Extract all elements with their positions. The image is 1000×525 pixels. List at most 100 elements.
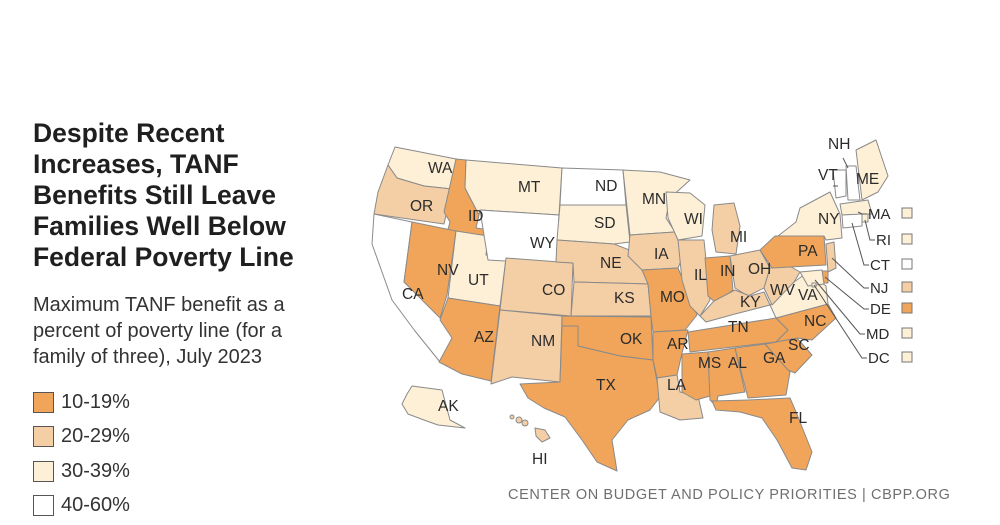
state-label-pa: PA — [798, 243, 818, 260]
state-label-me: ME — [856, 171, 879, 188]
state-label-ma: MA — [868, 206, 891, 223]
state-label-il: IL — [694, 267, 707, 284]
state-label-az: AZ — [474, 329, 494, 346]
small-state-md: MD — [814, 279, 913, 343]
state-label-nj: NJ — [870, 280, 888, 297]
legend-label: 10-19% — [61, 390, 130, 413]
leader-line — [864, 219, 875, 241]
state-label-vt: VT — [818, 167, 838, 184]
leader-line — [851, 222, 869, 266]
state-label-nh: NH — [828, 136, 850, 153]
state-label-wa: WA — [428, 160, 453, 177]
leader-line — [814, 279, 865, 335]
state-label-ia: IA — [654, 246, 669, 263]
state-nv — [403, 221, 457, 319]
state-nh — [845, 165, 861, 201]
state-label-ca: CA — [402, 286, 424, 303]
state-label-al: AL — [728, 355, 747, 372]
state-label-nc: NC — [804, 313, 826, 330]
legend-swatch — [33, 495, 54, 517]
state-label-va: VA — [798, 287, 818, 304]
state-me — [855, 139, 889, 201]
state-box-ri — [901, 233, 913, 245]
state-ak — [401, 385, 466, 429]
state-pa — [759, 235, 827, 269]
small-state-de: DE — [824, 276, 913, 318]
legend-swatch — [33, 391, 54, 413]
state-label-nv: NV — [437, 262, 459, 279]
state-label-nd: ND — [595, 178, 617, 195]
state-label-ne: NE — [600, 255, 622, 272]
legend-label: 30-39% — [61, 459, 130, 482]
state-box-ma — [901, 207, 913, 219]
state-tx — [519, 325, 661, 472]
leader-line — [842, 157, 849, 169]
state-nc — [764, 303, 837, 345]
leader-line — [831, 257, 869, 289]
state-label-de: DE — [870, 301, 891, 318]
small-state-ct: CT — [851, 222, 913, 274]
state-label-oh: OH — [748, 261, 771, 278]
state-label-hi: HI — [532, 451, 548, 468]
legend-swatch — [33, 426, 54, 448]
state-md — [799, 269, 825, 287]
small-state-ri: RI — [864, 219, 913, 249]
small-state-dc: DC — [813, 284, 913, 367]
state-label-mt: MT — [518, 179, 541, 196]
state-ks — [570, 281, 652, 317]
state-nj — [825, 241, 837, 273]
state-ny — [777, 191, 843, 241]
state-label-dc: DC — [868, 350, 890, 367]
state-label-tx: TX — [596, 377, 616, 394]
legend: 10-19% 20-29% 30-39% 40-60% — [33, 385, 283, 523]
state-shapes — [371, 139, 889, 472]
state-label-ok: OK — [620, 331, 643, 348]
state-mi — [711, 202, 741, 255]
state-nm — [490, 309, 563, 385]
state-vt — [832, 169, 847, 199]
state-box-md — [901, 327, 913, 339]
state-label-wv: WV — [770, 282, 796, 299]
state-label-ar: AR — [667, 336, 689, 353]
legend-label: 40-60% — [61, 494, 130, 517]
state-label-la: LA — [667, 377, 687, 394]
state-label-sc: SC — [788, 337, 810, 354]
state-label-ct: CT — [870, 257, 890, 274]
leader-line — [813, 284, 867, 359]
state-label-sd: SD — [594, 215, 616, 232]
state-label-ky: KY — [740, 294, 761, 311]
state-label-ri: RI — [876, 232, 891, 249]
state-hi-islet — [515, 416, 523, 424]
state-box-nj — [901, 281, 913, 293]
state-label-ut: UT — [468, 272, 489, 289]
state-fl — [711, 397, 813, 471]
leader-line — [824, 276, 869, 310]
legend-swatch — [33, 460, 54, 482]
state-ma — [839, 199, 873, 216]
map-title: Despite Recent Increases, TANF Benefits … — [33, 118, 294, 272]
state-label-mo: MO — [660, 289, 685, 306]
source-credit: CENTER ON BUDGET AND POLICY PRIORITIES |… — [508, 487, 951, 503]
state-label-co: CO — [542, 282, 565, 299]
leader-line — [857, 211, 867, 215]
state-labels: WA OR CA ID NV UT AZ MT WY CO NM ND SD NE KS OK TX MN IA MO… — [402, 136, 879, 468]
legend-item-40-60: 40-60% — [33, 489, 283, 524]
state-box-ct — [901, 258, 913, 270]
state-label-ak: AK — [438, 398, 459, 415]
state-ct — [841, 213, 863, 229]
small-state-nj: NJ — [831, 257, 913, 297]
state-label-md: MD — [866, 326, 889, 343]
legend-item-30-39: 30-39% — [33, 454, 283, 489]
state-label-ga: GA — [763, 350, 786, 367]
state-mt — [464, 159, 563, 216]
state-label-ms: MS — [698, 355, 721, 372]
state-sd — [556, 204, 631, 245]
legend-label: 20-29% — [61, 425, 130, 448]
legend-item-10-19: 10-19% — [33, 385, 283, 420]
state-label-ny: NY — [818, 211, 840, 228]
state-label-in: IN — [720, 263, 736, 280]
state-box-de — [901, 302, 913, 314]
state-hi-islet — [509, 414, 515, 420]
state-box-dc — [901, 351, 913, 363]
